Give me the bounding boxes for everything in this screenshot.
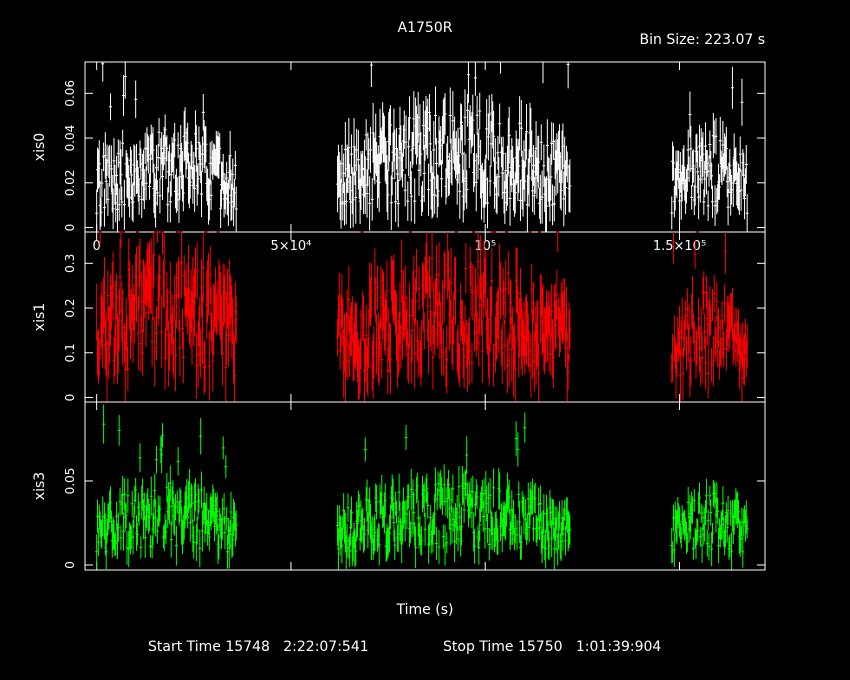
xis0-ytick-label: 0.02 [63,169,77,196]
start-time-label: Start Time 15748 2:22:07:541 [148,639,369,655]
xis0-xtick-label: 10⁵ [474,239,496,254]
xis1-ytick-label: 0.2 [63,299,77,318]
xis1-y-axis-label: xis1 [32,303,48,331]
xis3-y-axis-label: xis3 [32,472,48,500]
stop-time-label: Stop Time 15750 1:01:39:904 [443,639,661,655]
xis0-xtick-label: 1.5×10⁵ [653,239,706,254]
x-axis-label: Time (s) [396,602,454,618]
xis1-ytick-label: 0.3 [63,254,77,273]
panels: 0 0.02 0.04 0.06 0 5×10⁴ 10⁵ 1.5×10⁵ xis0 0 0.1 0.2… [32,61,766,571]
xis0-ytick-label: 0.04 [63,125,77,152]
bin-size-label: Bin Size: 223.07 s [640,32,765,48]
xis0-y-axis-label: xis0 [32,133,48,161]
xis0-xtick-label: 5×10⁴ [270,239,311,254]
xis0-ytick-label: 0.06 [63,80,77,107]
xis3-panel-frame [84,401,766,571]
xis0-ytick-label: 0 [63,224,77,232]
xis3-ytick-label: 0.05 [63,468,77,495]
xis1-ytick-label: 0.1 [63,343,77,362]
xis1-ytick-label: 0 [63,394,77,402]
xis3-ytick-label: 0 [63,561,77,569]
chart-title: A1750R [398,20,453,36]
xis0-xtick-label: 0 [93,239,101,254]
